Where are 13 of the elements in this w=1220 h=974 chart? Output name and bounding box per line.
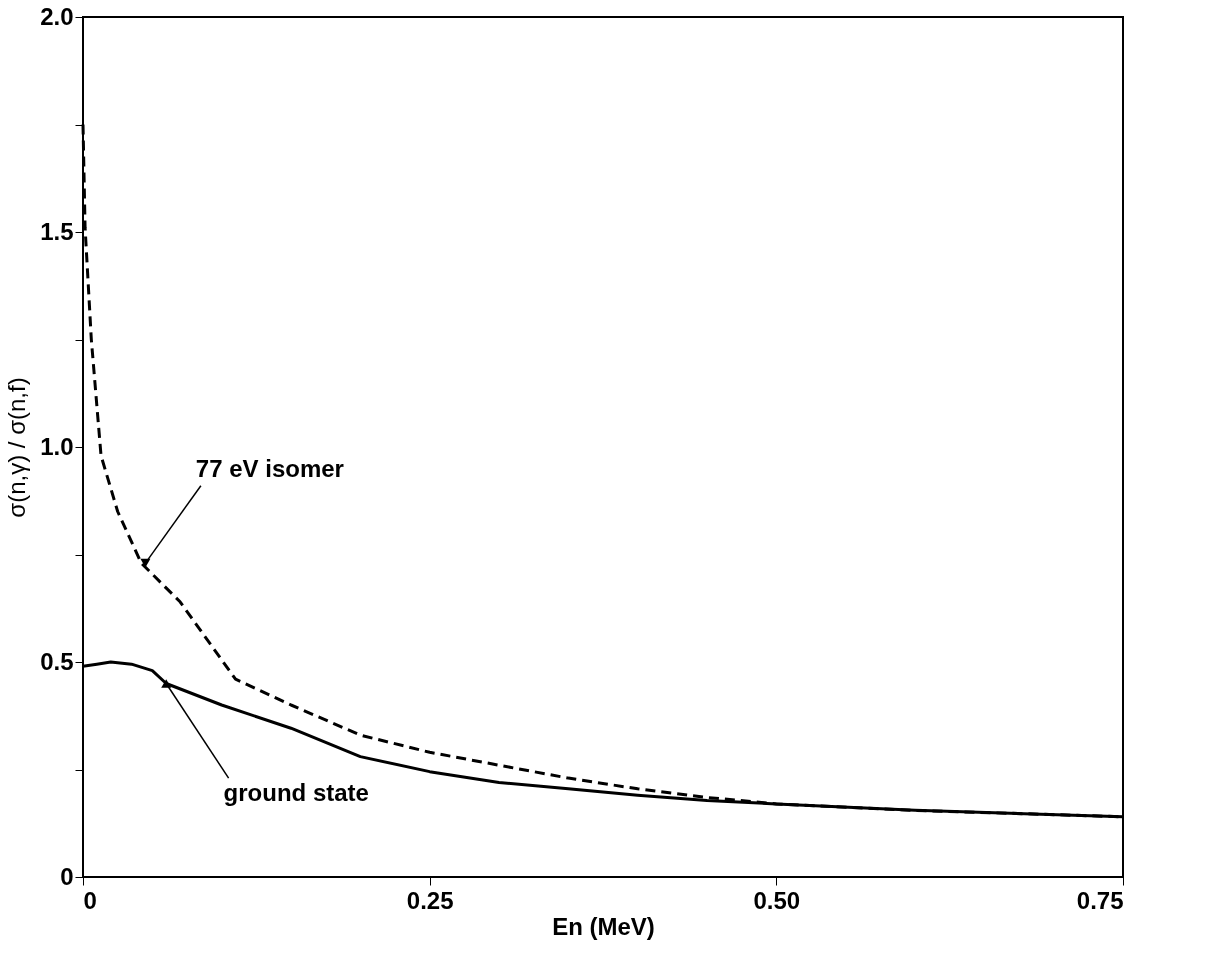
y-tick-label: 1.0 <box>40 432 74 460</box>
y-tick-label: 2.0 <box>40 2 74 30</box>
x-tick-label: 0.50 <box>753 886 801 914</box>
x-tick-label: 0.25 <box>406 886 454 914</box>
x-axis-title: En (MeV) <box>552 912 655 940</box>
y-tick-label: 0 <box>60 862 74 890</box>
annotation: 77 eV isomer <box>195 454 344 482</box>
annotation: ground state <box>223 779 369 807</box>
y-tick-label: 0.5 <box>40 647 74 675</box>
x-tick-label: 0.75 <box>1076 886 1124 914</box>
y-tick-label: 1.5 <box>40 217 74 245</box>
y-axis-title: σ(n,γ) / σ(n,f) <box>3 377 31 518</box>
x-tick-label: 0 <box>83 886 97 914</box>
